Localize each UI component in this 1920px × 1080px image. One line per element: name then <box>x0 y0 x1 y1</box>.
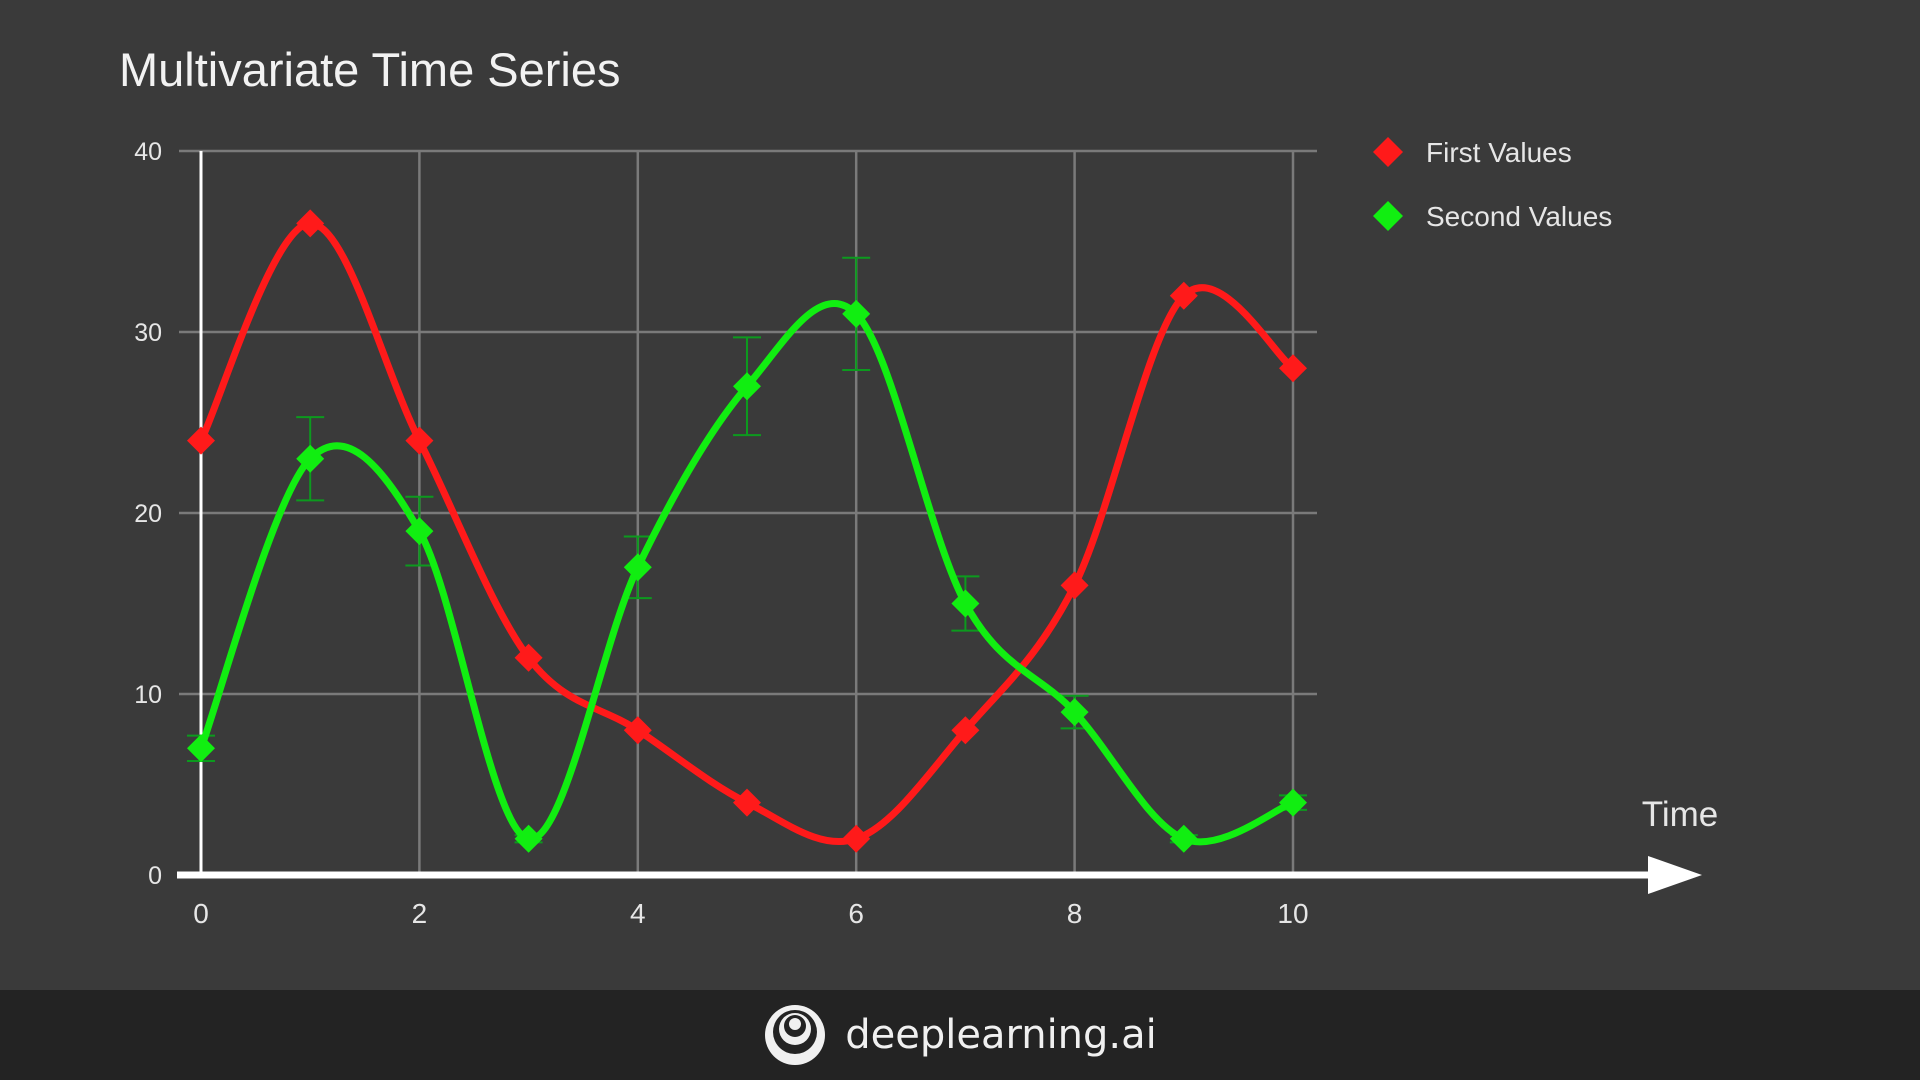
series-2 <box>187 256 1307 853</box>
data-point <box>187 426 215 455</box>
footer-bar: deeplearning.ai <box>0 990 1920 1080</box>
data-point <box>623 553 652 582</box>
x-axis-arrowhead <box>1648 856 1702 894</box>
grid-lines <box>179 149 1317 875</box>
tick-labels: 0 10 20 30 40 0 2 4 6 8 10 <box>134 138 1308 929</box>
chart-slide: 0 10 20 30 40 0 2 4 6 8 10 Time First Values Second V… <box>119 43 1719 929</box>
data-point <box>296 444 325 473</box>
deeplearning-logo-icon <box>765 1005 826 1065</box>
data-point <box>405 517 434 546</box>
brand-name: deeplearning.ai <box>845 1012 1157 1058</box>
legend-item: Second Values <box>1373 201 1612 232</box>
y-tick-label: 40 <box>134 138 162 166</box>
data-point <box>951 589 980 618</box>
legend-label: First Values <box>1426 137 1572 168</box>
data-point <box>1060 698 1089 727</box>
data-point <box>514 824 543 853</box>
legend-marker <box>1373 137 1403 167</box>
data-point <box>405 426 434 455</box>
x-axis-label: Time <box>1642 795 1718 834</box>
data-point <box>1060 571 1089 600</box>
data-point <box>733 372 761 401</box>
y-tick-label: 10 <box>134 681 162 709</box>
x-tick-label: 2 <box>412 898 428 929</box>
x-tick-label: 4 <box>630 898 646 929</box>
legend: First Values Second Values <box>1373 137 1612 232</box>
data-point <box>514 643 543 672</box>
data-point <box>1279 788 1307 817</box>
data-point <box>733 788 761 817</box>
data-point <box>842 824 871 853</box>
series-line <box>197 219 1296 846</box>
footer-brand: deeplearning.ai <box>0 990 1920 1080</box>
data-point <box>623 716 652 745</box>
legend-marker <box>1373 201 1403 231</box>
data-point <box>842 299 871 328</box>
y-tick-label: 20 <box>134 500 162 528</box>
series-1 <box>187 209 1307 853</box>
data-point <box>1279 354 1307 383</box>
data-point <box>187 734 215 763</box>
x-tick-label: 8 <box>1067 898 1083 929</box>
y-tick-label: 0 <box>148 862 162 890</box>
data-point <box>951 716 980 745</box>
data-point <box>296 209 325 238</box>
chart-canvas: 0 10 20 30 40 0 2 4 6 8 10 Time First Values Second V… <box>134 137 1718 929</box>
data-point <box>1169 281 1198 310</box>
x-tick-label: 10 <box>1277 898 1308 929</box>
chart-title: Multivariate Time Series <box>119 43 621 96</box>
legend-item: First Values <box>1373 137 1572 168</box>
y-tick-label: 30 <box>134 319 162 347</box>
x-tick-label: 6 <box>848 898 864 929</box>
legend-label: Second Values <box>1426 201 1612 232</box>
data-point <box>1169 824 1198 853</box>
x-tick-label: 0 <box>193 898 209 929</box>
